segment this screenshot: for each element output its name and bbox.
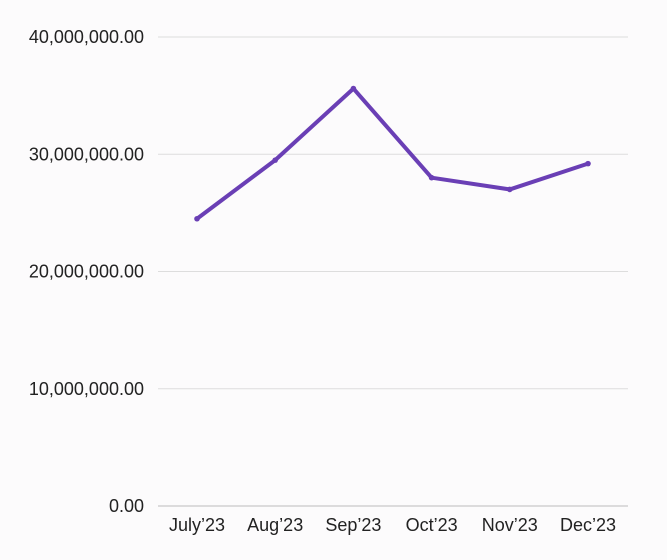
data-point bbox=[507, 186, 513, 193]
data-point bbox=[194, 215, 200, 222]
x-tick-label: Dec’23 bbox=[560, 515, 616, 535]
y-tick-label: 40,000,000.00 bbox=[29, 27, 144, 47]
data-point bbox=[585, 160, 591, 167]
y-tick-label: 0.00 bbox=[109, 496, 144, 516]
x-tick-label: Oct’23 bbox=[406, 515, 458, 535]
x-tick-labels: July’23 Aug’23 Sep’23 Oct’23 Nov’23 Dec’23 bbox=[169, 515, 616, 535]
grid-lines bbox=[158, 36, 628, 390]
y-tick-labels: 0.00 10,000,000.00 20,000,000.00 30,000,000… bbox=[29, 27, 144, 516]
y-tick-label: 10,000,000.00 bbox=[29, 379, 144, 399]
x-tick-label: Nov’23 bbox=[482, 515, 538, 535]
data-point bbox=[428, 174, 435, 181]
x-tick-label: Sep’23 bbox=[325, 515, 381, 535]
data-point bbox=[272, 157, 279, 163]
x-tick-label: July’23 bbox=[169, 515, 225, 535]
y-tick-label: 30,000,000.00 bbox=[29, 144, 144, 164]
data-point bbox=[350, 85, 357, 92]
series-layer bbox=[194, 85, 591, 222]
series-line bbox=[195, 86, 590, 221]
y-tick-label: 20,000,000.00 bbox=[29, 262, 144, 282]
x-tick-label: Aug’23 bbox=[247, 515, 303, 535]
